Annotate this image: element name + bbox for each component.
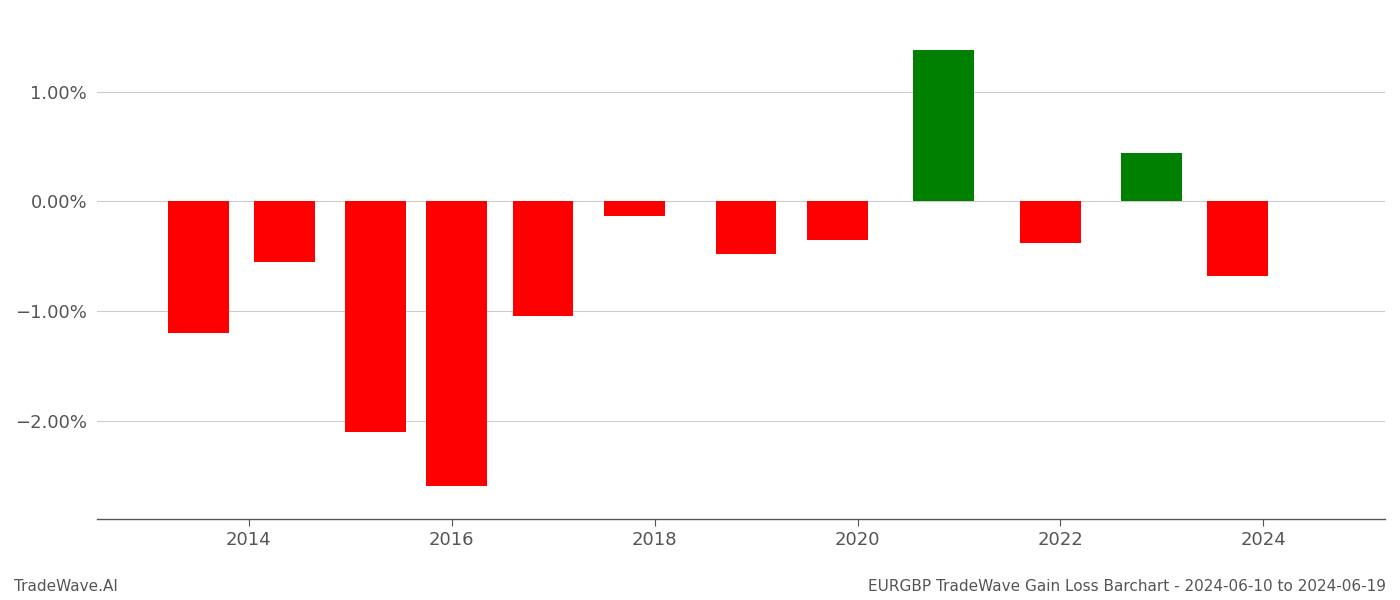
Bar (806, 202, 868, 239)
Bar (913, 50, 974, 202)
Bar (346, 202, 406, 431)
Bar (512, 202, 574, 316)
Bar (168, 202, 228, 333)
Bar (1019, 202, 1081, 243)
Bar (253, 202, 315, 262)
Bar (1121, 153, 1182, 202)
Bar (1207, 202, 1268, 276)
Text: TradeWave.AI: TradeWave.AI (14, 579, 118, 594)
Bar (427, 202, 487, 487)
Text: EURGBP TradeWave Gain Loss Barchart - 2024-06-10 to 2024-06-19: EURGBP TradeWave Gain Loss Barchart - 20… (868, 579, 1386, 594)
Bar (715, 202, 777, 254)
Bar (603, 202, 665, 215)
